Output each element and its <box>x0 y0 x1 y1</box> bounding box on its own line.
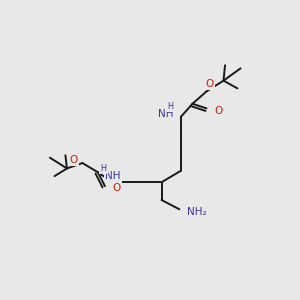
Text: O: O <box>206 79 214 89</box>
Text: NH: NH <box>105 171 120 181</box>
Text: NH₂: NH₂ <box>187 207 207 217</box>
Text: H: H <box>167 102 173 111</box>
Text: O: O <box>70 155 78 165</box>
Text: NH: NH <box>158 109 173 119</box>
Text: O: O <box>214 106 223 116</box>
Text: H: H <box>100 164 106 173</box>
Text: O: O <box>113 184 121 194</box>
